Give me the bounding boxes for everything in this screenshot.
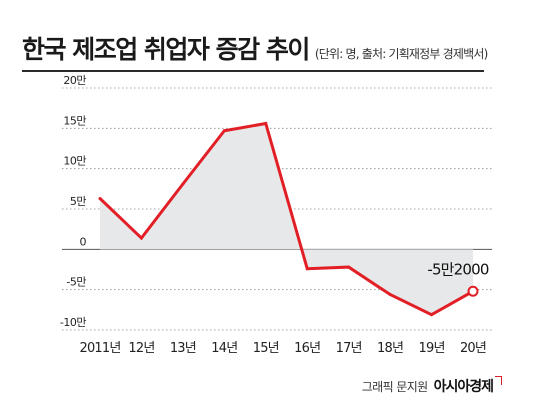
y-axis-tick-labels: 20만 15만 10만 5만 0 -5만 -10만: [60, 74, 87, 329]
brand-mark-icon: [495, 376, 502, 385]
title-divider: [22, 70, 484, 72]
annotation-label: -5만2000: [427, 260, 489, 278]
x-tick-label: 16년: [294, 341, 320, 356]
data-point: [347, 265, 351, 269]
x-tick-label: 12년: [128, 341, 154, 356]
data-point: [305, 267, 309, 271]
x-tick-label: 2011년: [79, 341, 120, 356]
y-tick-label: 15만: [63, 114, 86, 127]
data-point: [181, 182, 185, 186]
x-tick-label: 17년: [336, 341, 362, 356]
x-tick-label: 14년: [211, 341, 237, 356]
y-tick-label: -10만: [60, 316, 86, 329]
chart-header: 한국 제조업 취업자 증감 추이 (단위: 명, 출처: 기획재정부 경제백서): [22, 30, 488, 70]
credit-line: 그래픽 문지원 아시아경제: [362, 376, 502, 396]
highlight-marker: [467, 285, 479, 297]
data-point: [222, 129, 226, 133]
x-tick-label: 15년: [253, 341, 279, 356]
x-axis-tick-labels: 2011년 12년 13년 14년 15년 16년 17년 18년 19년 20년: [79, 341, 486, 356]
data-point: [98, 197, 102, 201]
y-tick-label: 20만: [63, 74, 86, 87]
x-tick-label: 18년: [377, 341, 403, 356]
y-tick-label: 10만: [63, 155, 86, 168]
data-point: [139, 236, 143, 240]
credit-byline: 그래픽 문지원: [361, 380, 428, 394]
y-tick-label: -5만: [66, 276, 86, 289]
chart-subtitle: (단위: 명, 출처: 기획재정부 경제백서): [314, 47, 488, 61]
data-point: [264, 121, 268, 125]
y-tick-label: 0: [80, 235, 87, 248]
data-point: [430, 313, 434, 317]
y-tick-label: 5만: [70, 195, 86, 208]
credit-brand: 아시아경제: [433, 379, 494, 395]
annotation-layer: -5만2000: [427, 260, 490, 297]
chart-title: 한국 제조업 취업자 증감 추이: [22, 35, 310, 64]
x-tick-label: 19년: [419, 341, 445, 356]
series-line: [98, 121, 474, 317]
x-tick-label: 20년: [460, 341, 486, 356]
data-point: [388, 293, 392, 297]
x-tick-label: 13년: [170, 341, 196, 356]
